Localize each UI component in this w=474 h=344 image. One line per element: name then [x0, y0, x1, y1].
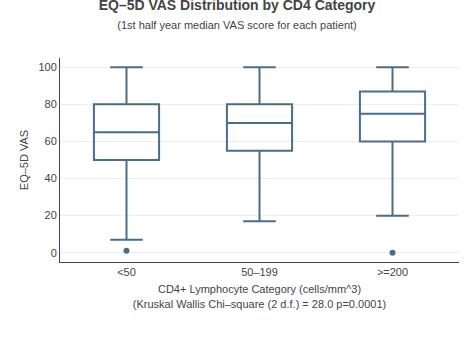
svg-text:100: 100: [38, 61, 56, 73]
svg-text:CD4+ Lymphocyte Category (cell: CD4+ Lymphocyte Category (cells/mm^3)(Kr…: [133, 283, 386, 309]
svg-text:0: 0: [51, 247, 57, 259]
svg-text:80: 80: [45, 98, 57, 110]
svg-text:EQ–5D VAS Distribution by CD4: EQ–5D VAS Distribution by CD4 Category(1…: [99, 0, 376, 31]
svg-text:<50: <50: [117, 266, 136, 278]
svg-text:40: 40: [45, 172, 57, 184]
svg-text:20: 20: [45, 209, 57, 221]
svg-text:EQ–5D VAS: EQ–5D VAS: [18, 130, 30, 190]
svg-text:50–199: 50–199: [241, 266, 278, 278]
svg-text:>=200: >=200: [377, 266, 408, 278]
svg-text:60: 60: [45, 135, 57, 147]
